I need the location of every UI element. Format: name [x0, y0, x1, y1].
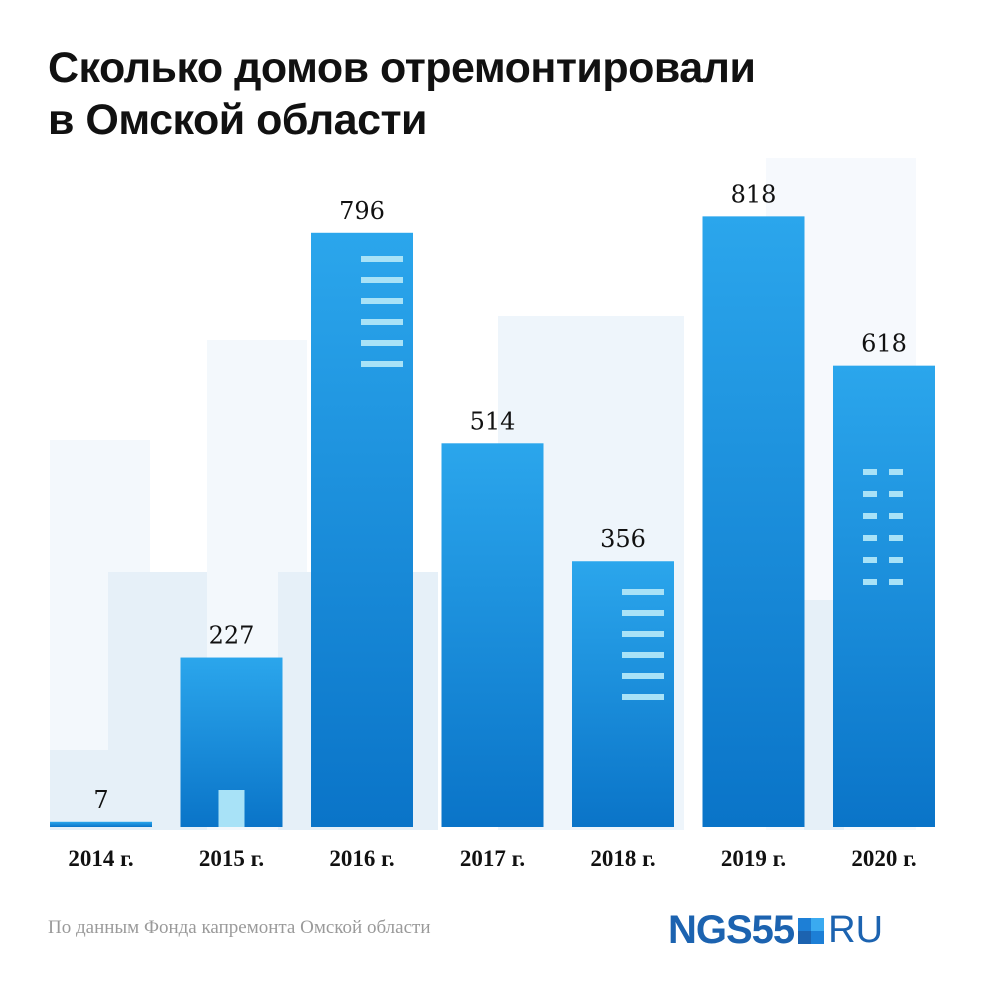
data-label: 618 — [861, 330, 907, 358]
x-tick-label: 2016 г. — [329, 846, 394, 871]
window — [622, 694, 664, 700]
window — [863, 579, 877, 585]
window — [889, 557, 903, 563]
title-line-2: в Омской области — [48, 96, 427, 144]
x-tick-label: 2014 г. — [68, 846, 133, 871]
logo-text: NGS55 — [668, 908, 795, 952]
window — [863, 469, 877, 475]
data-label: 7 — [93, 786, 108, 814]
x-tick-label: 2019 г. — [721, 846, 786, 871]
window — [863, 491, 877, 497]
window — [622, 673, 664, 679]
window — [361, 361, 403, 367]
title-line-1: Сколько домов отремонтировали — [48, 44, 756, 92]
data-label: 356 — [600, 525, 646, 553]
window — [889, 513, 903, 519]
window — [863, 557, 877, 563]
x-tick-label: 2018 г. — [590, 846, 655, 871]
window — [863, 535, 877, 541]
chart-title: Сколько домов отремонтировали в Омской о… — [48, 42, 756, 146]
logo-suffix: RU — [828, 909, 884, 951]
source-note: По данным Фонда капремонта Омской област… — [48, 917, 431, 938]
window — [889, 469, 903, 475]
x-tick-label: 2015 г. — [199, 846, 264, 871]
window — [863, 513, 877, 519]
window — [361, 277, 403, 283]
window — [622, 631, 664, 637]
window — [622, 610, 664, 616]
ngs55-logo: NGS55 RU — [668, 908, 883, 953]
window — [889, 491, 903, 497]
bar-chart: 7 2014 г. 227 2015 г. 796 2016 г. 514 2017 г. 35… — [50, 180, 935, 871]
bar — [833, 365, 935, 827]
data-label: 796 — [339, 197, 385, 225]
window — [889, 535, 903, 541]
data-label: 818 — [731, 180, 777, 208]
bar — [311, 232, 413, 827]
window — [361, 256, 403, 262]
window — [622, 589, 664, 595]
data-label: 514 — [470, 407, 516, 435]
window — [361, 298, 403, 304]
window — [361, 340, 403, 346]
bar — [50, 821, 152, 827]
window — [889, 579, 903, 585]
window — [361, 319, 403, 325]
window — [622, 652, 664, 658]
bar — [441, 443, 544, 827]
bar — [702, 216, 805, 827]
x-tick-label: 2017 г. — [460, 846, 525, 871]
x-tick-label: 2020 г. — [851, 846, 916, 871]
logo-square-icon — [798, 917, 825, 944]
data-label: 227 — [209, 622, 255, 650]
window — [218, 790, 245, 827]
